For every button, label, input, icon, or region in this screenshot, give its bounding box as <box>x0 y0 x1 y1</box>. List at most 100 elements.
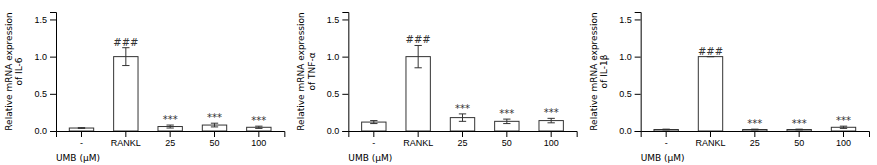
annotation: *** <box>544 107 559 118</box>
error-bar <box>78 127 85 129</box>
tick-label: 100 <box>251 138 266 148</box>
error-bar <box>415 45 422 67</box>
y-axis-label: Relative mRNA expressionof IL-6 <box>4 12 24 130</box>
tick: RANKL <box>695 131 725 148</box>
x-axis-label: UMB (μM) <box>348 153 392 163</box>
error-bar-cap <box>122 65 129 66</box>
plot-area <box>69 48 271 131</box>
tick-mark <box>342 57 348 58</box>
error-bar-cap <box>663 129 670 130</box>
tick-mark <box>635 57 641 58</box>
y-axis-label-line: Relative mRNA expression <box>296 12 306 130</box>
error-bar-cap <box>548 122 555 123</box>
error-bar-cap <box>78 128 85 129</box>
axis-line <box>342 13 349 132</box>
tick-mark <box>666 131 667 137</box>
tick-mark <box>50 94 56 95</box>
error-bar-stem <box>125 48 126 66</box>
y-axis: 0.00.51.01.5 <box>34 13 56 137</box>
tick: 1.0 <box>34 52 56 62</box>
y-axis-label: Relative mRNA expressionof IL-1β <box>589 12 609 130</box>
error-bar-cap <box>503 123 510 124</box>
x-axis-label: UMB (μM) <box>641 153 685 163</box>
x-axis: - RANKL 25 50 100 <box>57 131 285 148</box>
bar <box>362 122 386 131</box>
error-bar <box>122 48 129 66</box>
tick-label: 0.0 <box>619 126 632 136</box>
tick-mark <box>258 131 259 137</box>
tick-label: 25 <box>165 138 175 148</box>
tick-mark <box>754 131 755 137</box>
annotations: ###********* <box>113 37 266 126</box>
bar <box>698 57 722 131</box>
tick-label: 25 <box>750 138 760 148</box>
tick: 100 <box>251 131 266 148</box>
plot-area <box>362 45 564 131</box>
tick-label: RANKL <box>403 138 433 148</box>
tick-mark <box>462 131 463 137</box>
tick-label: - <box>665 138 668 148</box>
annotation: ### <box>698 46 723 57</box>
error-bar-stem <box>551 118 552 122</box>
error-bar-stem <box>214 123 215 127</box>
tick: 1.5 <box>619 15 641 25</box>
y-axis-label-line: Relative mRNA expression <box>589 12 599 130</box>
tick-label: 1.0 <box>34 52 47 62</box>
tick-mark <box>635 19 641 20</box>
annotation: *** <box>455 103 470 114</box>
error-bar-cap <box>167 128 174 129</box>
error-bar-cap <box>211 126 218 127</box>
annotation: *** <box>207 112 222 123</box>
tick-mark <box>50 131 56 132</box>
tick-mark <box>799 131 800 137</box>
tick-mark <box>843 131 844 137</box>
tick-label: 50 <box>794 138 804 148</box>
annotation: ### <box>113 37 138 48</box>
error-bar-cap <box>78 127 85 128</box>
y-axis-label: Relative mRNA expressionof TNF-α <box>296 12 316 130</box>
tick-mark <box>214 131 215 137</box>
tick: - <box>80 131 83 148</box>
error-bar-cap <box>415 67 422 68</box>
tick-mark <box>50 57 56 58</box>
tick-label: RANKL <box>695 138 725 148</box>
tick-label: - <box>372 138 375 148</box>
axis-line <box>57 132 285 138</box>
tick-mark <box>170 131 171 137</box>
tick: RANKL <box>111 131 141 148</box>
error-bar-stem <box>506 119 507 123</box>
tick: 1.5 <box>327 15 349 25</box>
tick-label: 100 <box>544 138 559 148</box>
axis-line <box>349 132 577 138</box>
tick: 0.0 <box>327 126 349 136</box>
tick-label: 25 <box>457 138 467 148</box>
annotation: *** <box>747 118 762 129</box>
error-bar <box>548 118 555 122</box>
bar <box>743 130 767 131</box>
error-bar <box>167 125 174 128</box>
bar <box>114 57 138 131</box>
tick-mark <box>506 131 507 137</box>
panel: 0.00.51.01.5-RANKL2550100UMB (μM)Relativ… <box>589 12 870 163</box>
tick: 25 <box>457 131 467 148</box>
axis-line <box>635 13 642 132</box>
tick-mark <box>551 131 552 137</box>
tick-label: 0.5 <box>34 89 47 99</box>
tick-mark <box>342 94 348 95</box>
annotations: ###********* <box>698 46 851 130</box>
error-bar-cap <box>840 128 847 129</box>
tick-mark <box>81 131 82 137</box>
tick-mark <box>50 19 56 20</box>
tick: 0.5 <box>327 89 349 99</box>
tick-label: RANKL <box>111 138 141 148</box>
error-bar-cap <box>370 123 377 124</box>
tick: 50 <box>209 131 219 148</box>
tick: RANKL <box>403 131 433 148</box>
y-axis-label-line: of IL-1β <box>599 54 609 88</box>
tick-label: 50 <box>502 138 512 148</box>
y-axis-label-line: of TNF-α <box>307 52 317 90</box>
error-bar <box>211 123 218 127</box>
tick-label: 0.0 <box>34 126 47 136</box>
tick-label: - <box>80 138 83 148</box>
annotation: *** <box>792 118 807 129</box>
